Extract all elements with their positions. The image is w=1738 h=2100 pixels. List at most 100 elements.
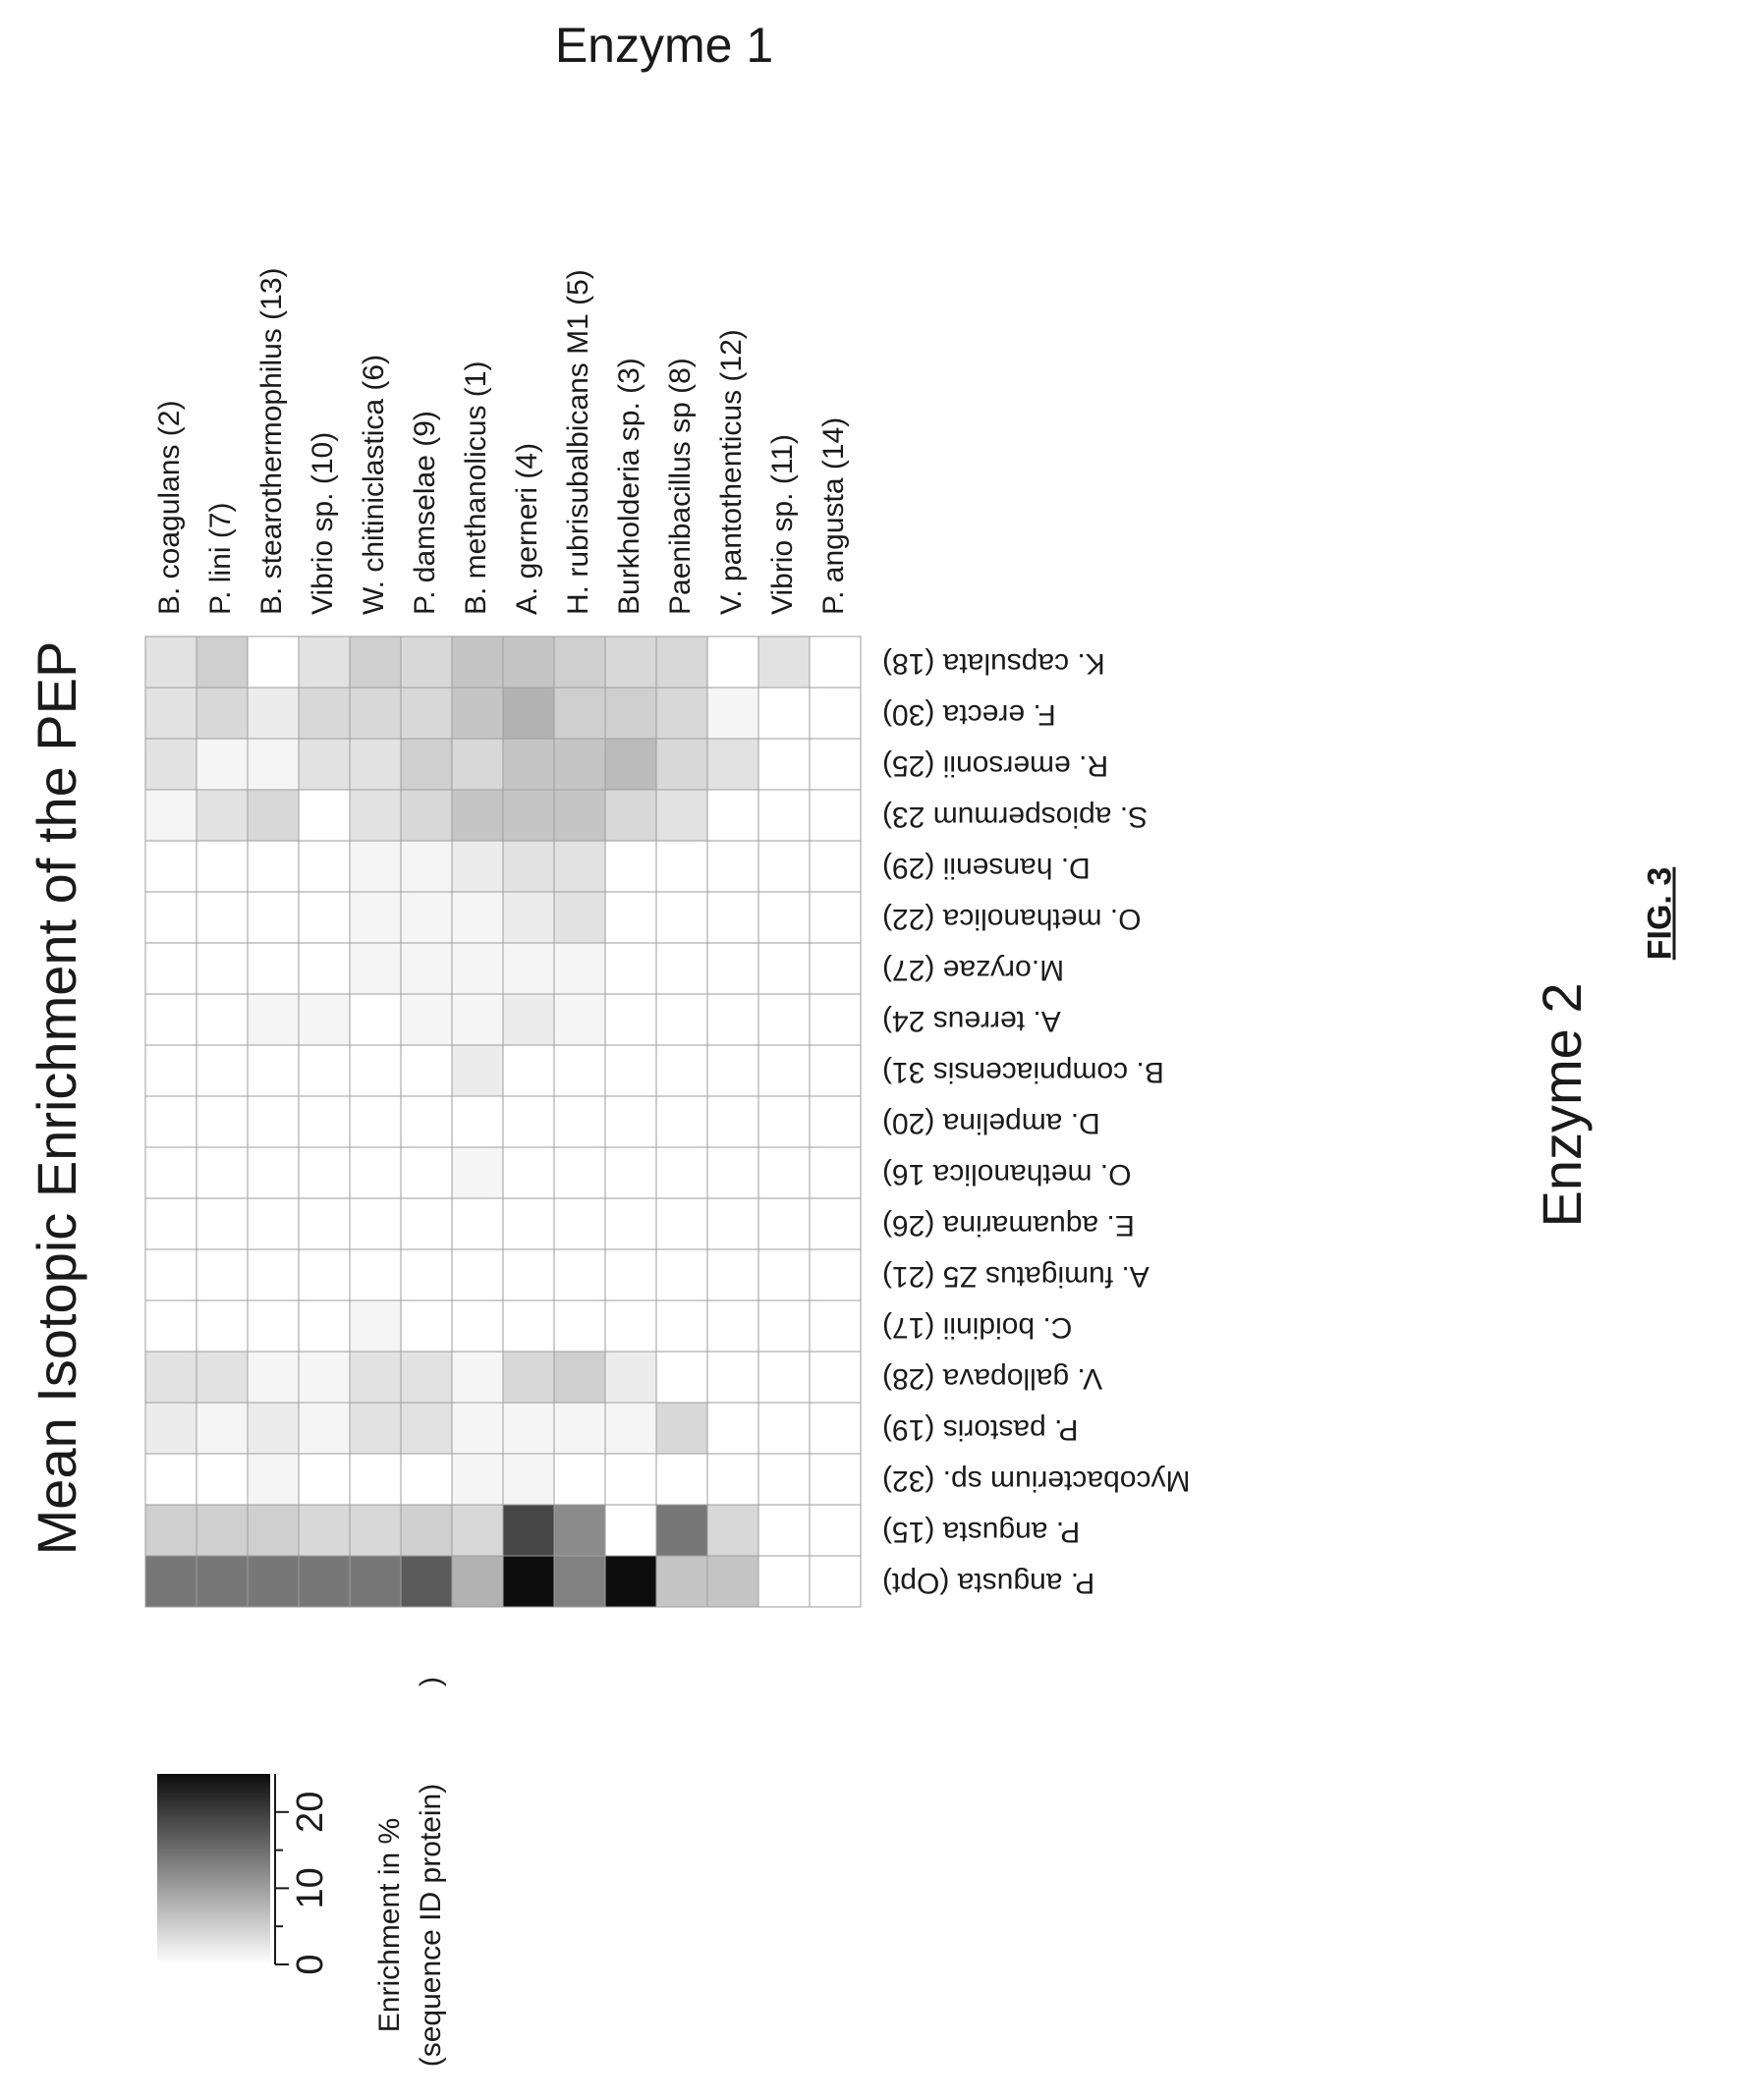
heatmap-cell <box>502 738 555 791</box>
heatmap-cell <box>298 738 351 791</box>
heatmap-cell <box>757 1402 811 1455</box>
heatmap-cell <box>604 1299 657 1353</box>
heatmap-cell <box>349 1248 402 1301</box>
heatmap-cell <box>298 1351 351 1404</box>
colorbar-label-line2: (sequence ID protein) <box>415 1784 447 2068</box>
heatmap-cell <box>553 1351 606 1404</box>
heatmap-cell <box>706 789 759 842</box>
heatmap-cell <box>553 1146 606 1199</box>
colorbar-ticks: 0 10 20 <box>275 1792 331 1975</box>
heatmap-cell <box>604 1044 657 1097</box>
heatmap-cell <box>706 1146 759 1199</box>
heatmap-cell <box>655 1351 708 1404</box>
heatmap-cell <box>502 636 555 689</box>
heatmap-cell <box>502 1197 555 1250</box>
heatmap-cell <box>604 1402 657 1455</box>
heatmap-cell <box>553 1402 606 1455</box>
heatmap-cell <box>144 942 197 995</box>
heatmap-cell <box>502 1095 555 1148</box>
heatmap-cell <box>196 1453 249 1506</box>
heatmap-cell <box>349 1044 402 1097</box>
heatmap-cell <box>502 789 555 842</box>
heatmap-cell <box>451 993 504 1046</box>
heatmap-cell <box>553 1197 606 1250</box>
heatmap-cell <box>196 891 249 944</box>
heatmap-cell <box>655 942 708 995</box>
heatmap-cell <box>553 1453 606 1506</box>
heatmap-cell <box>655 1146 708 1199</box>
heatmap-cell <box>809 636 862 689</box>
enzyme1-axis-label: Enzyme 1 <box>555 18 773 73</box>
heatmap-cell <box>298 1299 351 1353</box>
heatmap-cell <box>502 891 555 944</box>
heatmap-cell <box>247 840 300 893</box>
heatmap-cell <box>553 687 606 740</box>
heatmap-cell <box>604 891 657 944</box>
enzyme2-label: C. boidinii (17) <box>882 1311 1072 1344</box>
enzyme1-label: P. angusta (14) <box>817 417 850 615</box>
colorbar-tick-label: 10 <box>290 1867 331 1908</box>
heatmap-cell <box>706 1044 759 1097</box>
enzyme2-label: D. hansenii (29) <box>882 852 1091 884</box>
heatmap-cell <box>553 1555 606 1608</box>
heatmap-cell <box>809 1044 862 1097</box>
enzyme2-label: S. apiospermum 23) <box>882 801 1148 833</box>
heatmap-cell <box>655 1197 708 1250</box>
heatmap-cell <box>502 1555 555 1608</box>
heatmap-cell <box>144 738 197 791</box>
heatmap-cell <box>196 942 249 995</box>
enzyme1-label: Vibrio sp. (10) <box>307 432 339 615</box>
heatmap-cell <box>247 1044 300 1097</box>
heatmap-cell <box>553 891 606 944</box>
heatmap-cell <box>655 993 708 1046</box>
heatmap-cell <box>400 789 453 842</box>
heatmap-cell <box>400 1555 453 1608</box>
heatmap-cell <box>706 1095 759 1148</box>
heatmap-cell <box>298 993 351 1046</box>
heatmap-cell <box>706 1299 759 1353</box>
heatmap-cell <box>451 738 504 791</box>
heatmap-cell <box>400 636 453 689</box>
heatmap-cell <box>349 1351 402 1404</box>
heatmap-cell <box>196 789 249 842</box>
heatmap-cell <box>144 1504 197 1557</box>
heatmap-cell <box>298 1095 351 1148</box>
heatmap-cell <box>144 993 197 1046</box>
heatmap-cell <box>298 1504 351 1557</box>
heatmap-cell <box>757 1351 811 1404</box>
heatmap-cell <box>247 1299 300 1353</box>
heatmap-cell <box>809 1146 862 1199</box>
heatmap-cell <box>196 687 249 740</box>
heatmap-cell <box>451 1402 504 1455</box>
heatmap-cell <box>809 1504 862 1557</box>
heatmap-cell <box>655 840 708 893</box>
heatmap-cell <box>502 1299 555 1353</box>
enzyme2-label: R. emersonii (25) <box>882 749 1108 782</box>
heatmap-cell <box>298 687 351 740</box>
heatmap-cell <box>196 1504 249 1557</box>
heatmap-cell <box>553 636 606 689</box>
enzyme2-label: Mycobacterium sp. (32) <box>882 1464 1190 1497</box>
heatmap-cell <box>553 1299 606 1353</box>
heatmap-cell <box>655 1402 708 1455</box>
heatmap-cell <box>604 942 657 995</box>
heatmap-cell <box>502 942 555 995</box>
heatmap-cell <box>757 1146 811 1199</box>
heatmap-cell <box>655 1044 708 1097</box>
heatmap-cell <box>706 891 759 944</box>
heatmap-cell <box>144 636 197 689</box>
heatmap-cell <box>451 636 504 689</box>
heatmap-cell <box>655 1299 708 1353</box>
heatmap-cell <box>400 1248 453 1301</box>
enzyme2-labels: K. capsulata (18) F. erecta (30) R. emerso… <box>882 647 1190 1599</box>
heatmap-cell <box>553 1248 606 1301</box>
heatmap-cell <box>655 1248 708 1301</box>
heatmap-cell <box>604 1351 657 1404</box>
heatmap-cell <box>553 993 606 1046</box>
heatmap-cell <box>196 840 249 893</box>
heatmap-cell <box>349 1504 402 1557</box>
heatmap-cell <box>757 636 811 689</box>
colorbar-tick-label: 0 <box>290 1954 331 1974</box>
heatmap-cell <box>400 1299 453 1353</box>
heatmap-cell <box>247 993 300 1046</box>
